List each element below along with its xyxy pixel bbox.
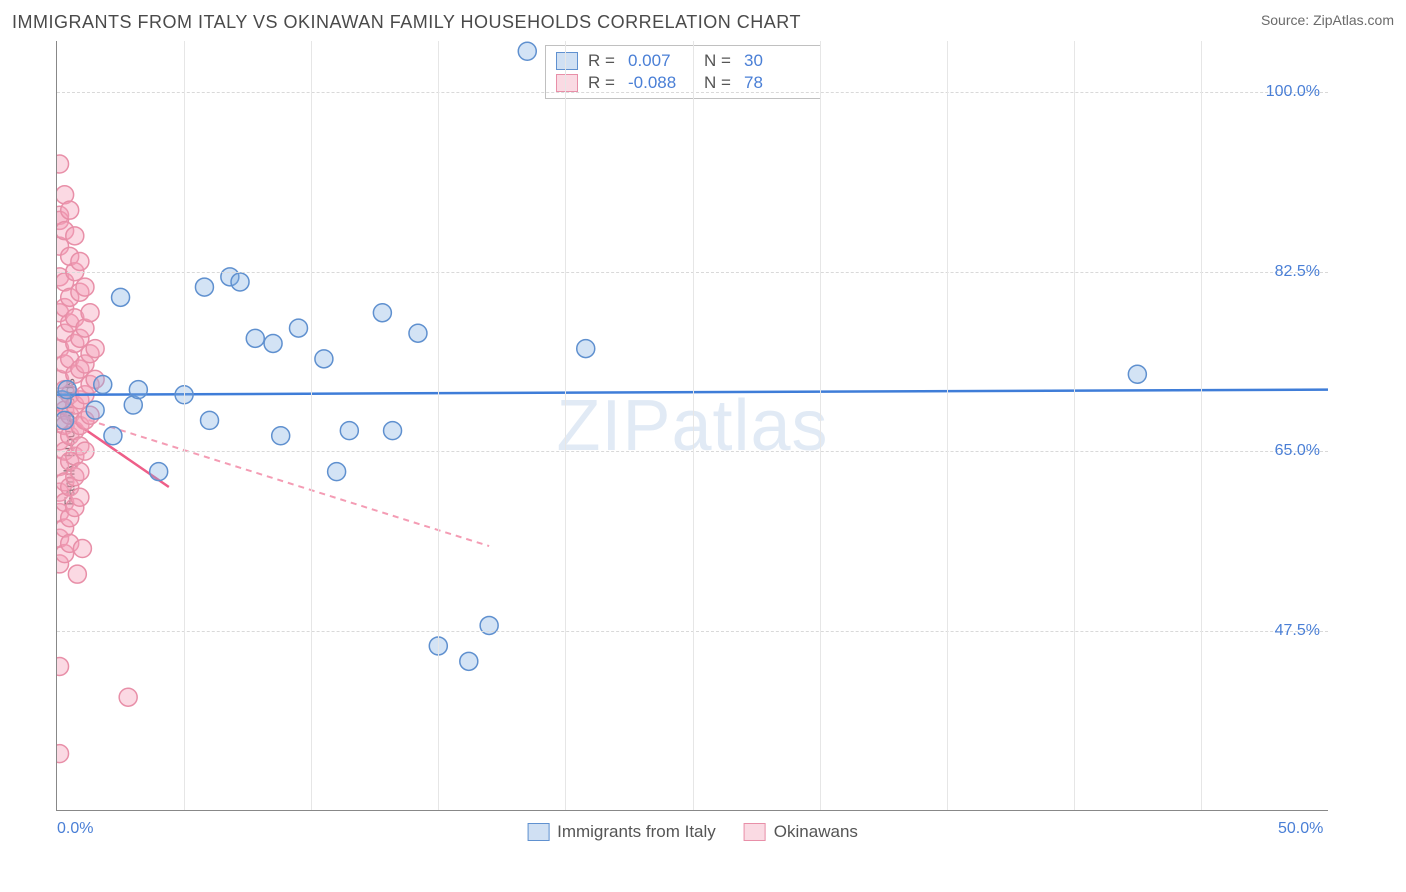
source-label: Source: ZipAtlas.com [1261, 12, 1394, 28]
n-label: N = [704, 51, 734, 71]
series-legend: Immigrants from Italy Okinawans [527, 822, 858, 842]
stats-row-blue: R = 0.007 N = 30 [556, 50, 810, 72]
chart-container: Family Households ZIPatlas R = 0.007 N =… [12, 41, 1394, 843]
legend-label-pink: Okinawans [774, 822, 858, 842]
plot-area: ZIPatlas R = 0.007 N = 30 R = -0.088 N =… [56, 41, 1328, 811]
n-value-blue: 30 [744, 51, 810, 71]
n-label: N = [704, 73, 734, 93]
y-tick-label: 82.5% [1275, 263, 1320, 281]
x-tick-label: 50.0% [1278, 820, 1323, 838]
n-value-pink: 78 [744, 73, 810, 93]
y-tick-label: 65.0% [1275, 442, 1320, 460]
legend-label-blue: Immigrants from Italy [557, 822, 716, 842]
swatch-blue-icon [556, 52, 578, 70]
r-label: R = [588, 51, 618, 71]
swatch-pink-icon [556, 74, 578, 92]
stats-legend: R = 0.007 N = 30 R = -0.088 N = 78 [545, 45, 821, 99]
r-label: R = [588, 73, 618, 93]
x-tick-label: 0.0% [57, 820, 93, 838]
swatch-blue-icon [527, 823, 549, 841]
r-value-pink: -0.088 [628, 73, 694, 93]
y-tick-label: 100.0% [1266, 83, 1320, 101]
chart-title: IMMIGRANTS FROM ITALY VS OKINAWAN FAMILY… [12, 12, 801, 33]
stats-row-pink: R = -0.088 N = 78 [556, 72, 810, 94]
legend-item-pink: Okinawans [744, 822, 858, 842]
legend-item-blue: Immigrants from Italy [527, 822, 716, 842]
swatch-pink-icon [744, 823, 766, 841]
y-tick-label: 47.5% [1275, 622, 1320, 640]
r-value-blue: 0.007 [628, 51, 694, 71]
